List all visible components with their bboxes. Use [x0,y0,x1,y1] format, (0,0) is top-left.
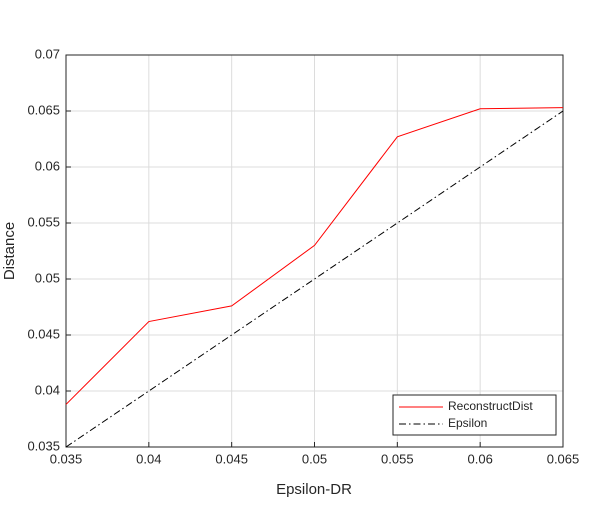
legend-box [392,394,557,436]
y-tick-label: 0.07 [35,46,60,61]
x-tick-label: 0.05 [302,451,327,466]
legend: ReconstructDist Epsilon [392,394,557,436]
x-tick-label: 0.065 [547,451,580,466]
y-tick-label: 0.04 [35,382,60,397]
y-axis-label: Distance [1,222,18,280]
x-tick-label: 0.06 [468,451,493,466]
y-tick-label: 0.055 [27,214,60,229]
legend-label: ReconstructDist [448,399,533,413]
plot-frame [65,54,564,448]
y-tick-label: 0.06 [35,158,60,173]
y-tick-label: 0.035 [27,438,60,453]
y-tick-label: 0.05 [35,270,60,285]
x-tick-label: 0.045 [215,451,248,466]
data-line [65,110,564,448]
x-tick-label: 0.04 [136,451,161,466]
x-tick-label: 0.055 [381,451,414,466]
y-tick-label: 0.045 [27,326,60,341]
x-axis-label: Epsilon-DR [276,481,352,498]
y-tick-label: 0.065 [27,102,60,117]
data-line [65,107,564,405]
legend-label: Epsilon [448,416,487,430]
x-tick-label: 0.035 [50,451,83,466]
